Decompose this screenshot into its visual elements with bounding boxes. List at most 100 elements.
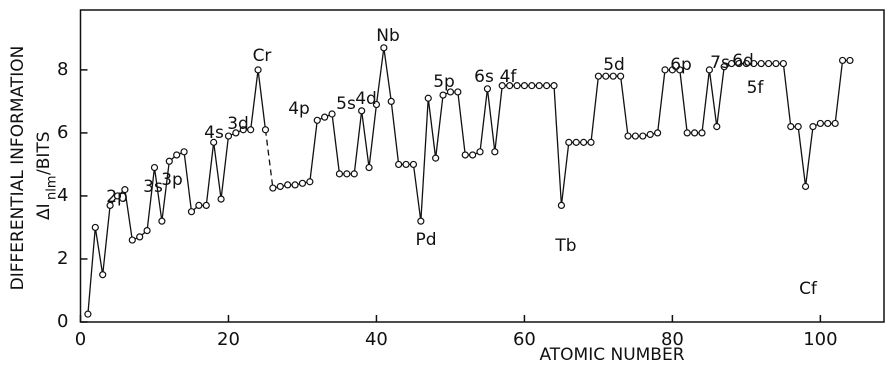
data-point: [816, 119, 824, 128]
x-tick-label: 80: [661, 329, 684, 350]
data-point: [483, 85, 492, 93]
connector: [457, 91, 466, 156]
y-axis-symbol: ΔI nlm /BITS: [34, 131, 60, 220]
data-point: [498, 82, 506, 90]
connector: [656, 69, 666, 133]
connector: [679, 69, 688, 133]
connector: [331, 113, 341, 174]
connector: [309, 120, 318, 182]
annotation: 5p: [433, 72, 455, 92]
data-point: [173, 151, 181, 159]
annotation: Nb: [376, 26, 400, 46]
data-point: [195, 201, 203, 209]
data-point: [350, 170, 358, 178]
data-point: [794, 123, 802, 131]
data-point: [254, 66, 262, 74]
connector: [420, 98, 429, 222]
connector: [124, 189, 133, 241]
y-tick-label: 0: [57, 311, 68, 332]
data-point: [91, 223, 99, 232]
data-point: [624, 132, 632, 140]
data-point: [461, 151, 469, 159]
annotation: 4p: [288, 99, 310, 119]
connector: [590, 76, 600, 143]
x-tick-label: 20: [217, 329, 240, 350]
data-point: [224, 132, 233, 140]
data-point: [187, 208, 196, 216]
data-point: [106, 201, 114, 209]
data-point: [676, 66, 684, 74]
annotation: 5d: [603, 55, 625, 75]
connector: [102, 205, 111, 275]
x-tick-label: 60: [513, 329, 536, 350]
y-subscript: nlm: [45, 175, 60, 200]
data-point: [831, 119, 839, 128]
data-point: [365, 163, 373, 172]
connector: [412, 164, 422, 222]
data-point: [639, 132, 647, 140]
data-point: [787, 123, 795, 131]
data-point: [772, 59, 780, 68]
connector: [494, 85, 503, 152]
data-point: [683, 129, 691, 137]
connector: [782, 63, 792, 127]
connector: [434, 95, 444, 159]
data-point: [335, 170, 344, 178]
data-point: [402, 160, 410, 169]
data-point: [276, 182, 284, 191]
connector: [619, 76, 629, 137]
data-point: [321, 113, 329, 121]
annotation: 6s: [474, 67, 494, 87]
y-unit: /BITS: [34, 131, 54, 175]
data-point: [150, 163, 159, 172]
annotation: 3p: [161, 170, 183, 190]
data-point: [661, 66, 669, 74]
data-point: [446, 88, 455, 96]
data-point: [557, 201, 566, 209]
connector: [701, 69, 711, 133]
data-point: [506, 82, 514, 90]
data-point: [846, 56, 854, 65]
annotation: Tb: [554, 236, 576, 256]
data-point: [580, 138, 588, 146]
data-point: [380, 44, 388, 52]
data-point: [469, 151, 477, 159]
data-point: [372, 100, 381, 109]
connector: [834, 60, 844, 124]
y-axis-label: DIFFERENTIAL INFORMATION: [8, 46, 28, 291]
y-tick-label: 6: [57, 122, 68, 143]
y-tick-label: 2: [57, 248, 68, 269]
connector: [183, 151, 193, 212]
data-point: [535, 82, 543, 90]
connector: [797, 126, 807, 187]
connector: [161, 161, 170, 222]
data-point: [269, 184, 277, 192]
annotation: 4s: [204, 123, 224, 143]
connector: [87, 227, 96, 315]
data-point: [439, 91, 447, 99]
connector: [213, 142, 222, 200]
data-point: [528, 82, 536, 90]
data-point: [202, 201, 210, 209]
data-point: [550, 82, 558, 90]
data-point: [602, 72, 610, 80]
data-point: [358, 107, 366, 115]
data-point: [491, 148, 499, 156]
connector: [560, 142, 570, 206]
connector: [479, 88, 489, 152]
data-point: [291, 181, 299, 189]
annotation: Pd: [415, 230, 436, 250]
data-point: [387, 97, 395, 105]
annotation: Cr: [253, 46, 272, 66]
data-point: [764, 59, 773, 68]
connector: [353, 110, 363, 174]
connector: [716, 66, 725, 127]
connector: [146, 167, 156, 231]
data-point: [750, 59, 758, 68]
data-point: [99, 271, 107, 279]
data-point: [409, 160, 418, 169]
data-point: [513, 82, 521, 90]
data-point: [454, 88, 462, 96]
data-point: [668, 66, 676, 74]
connector: [205, 142, 215, 206]
